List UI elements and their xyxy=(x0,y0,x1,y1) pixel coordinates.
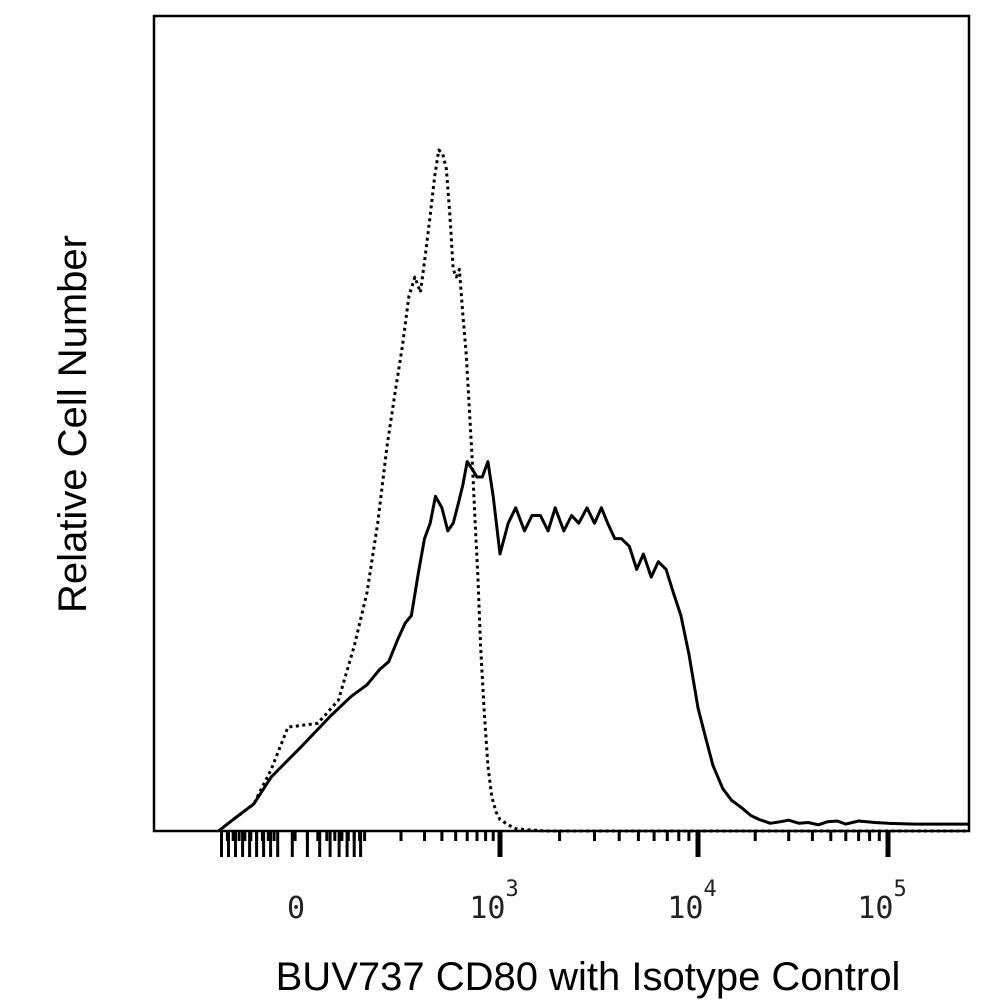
isotype-control-series xyxy=(217,148,969,833)
x-major-ticks xyxy=(497,831,891,857)
x-minor-ticks xyxy=(220,831,881,857)
x-tick-label: 103 xyxy=(469,877,518,926)
x-tick-labels: 0 103 104 105 xyxy=(287,877,907,926)
x-tick-label: 104 xyxy=(667,877,716,926)
x-axis-label: BUV737 CD80 with Isotype Control xyxy=(276,955,901,999)
x-tick-label: 105 xyxy=(857,877,906,926)
y-axis-label: Relative Cell Number xyxy=(51,235,95,613)
x-tick-label: 0 xyxy=(287,891,305,926)
cd80-series xyxy=(217,460,969,833)
series-layer xyxy=(217,148,969,833)
plot-frame xyxy=(152,14,971,833)
